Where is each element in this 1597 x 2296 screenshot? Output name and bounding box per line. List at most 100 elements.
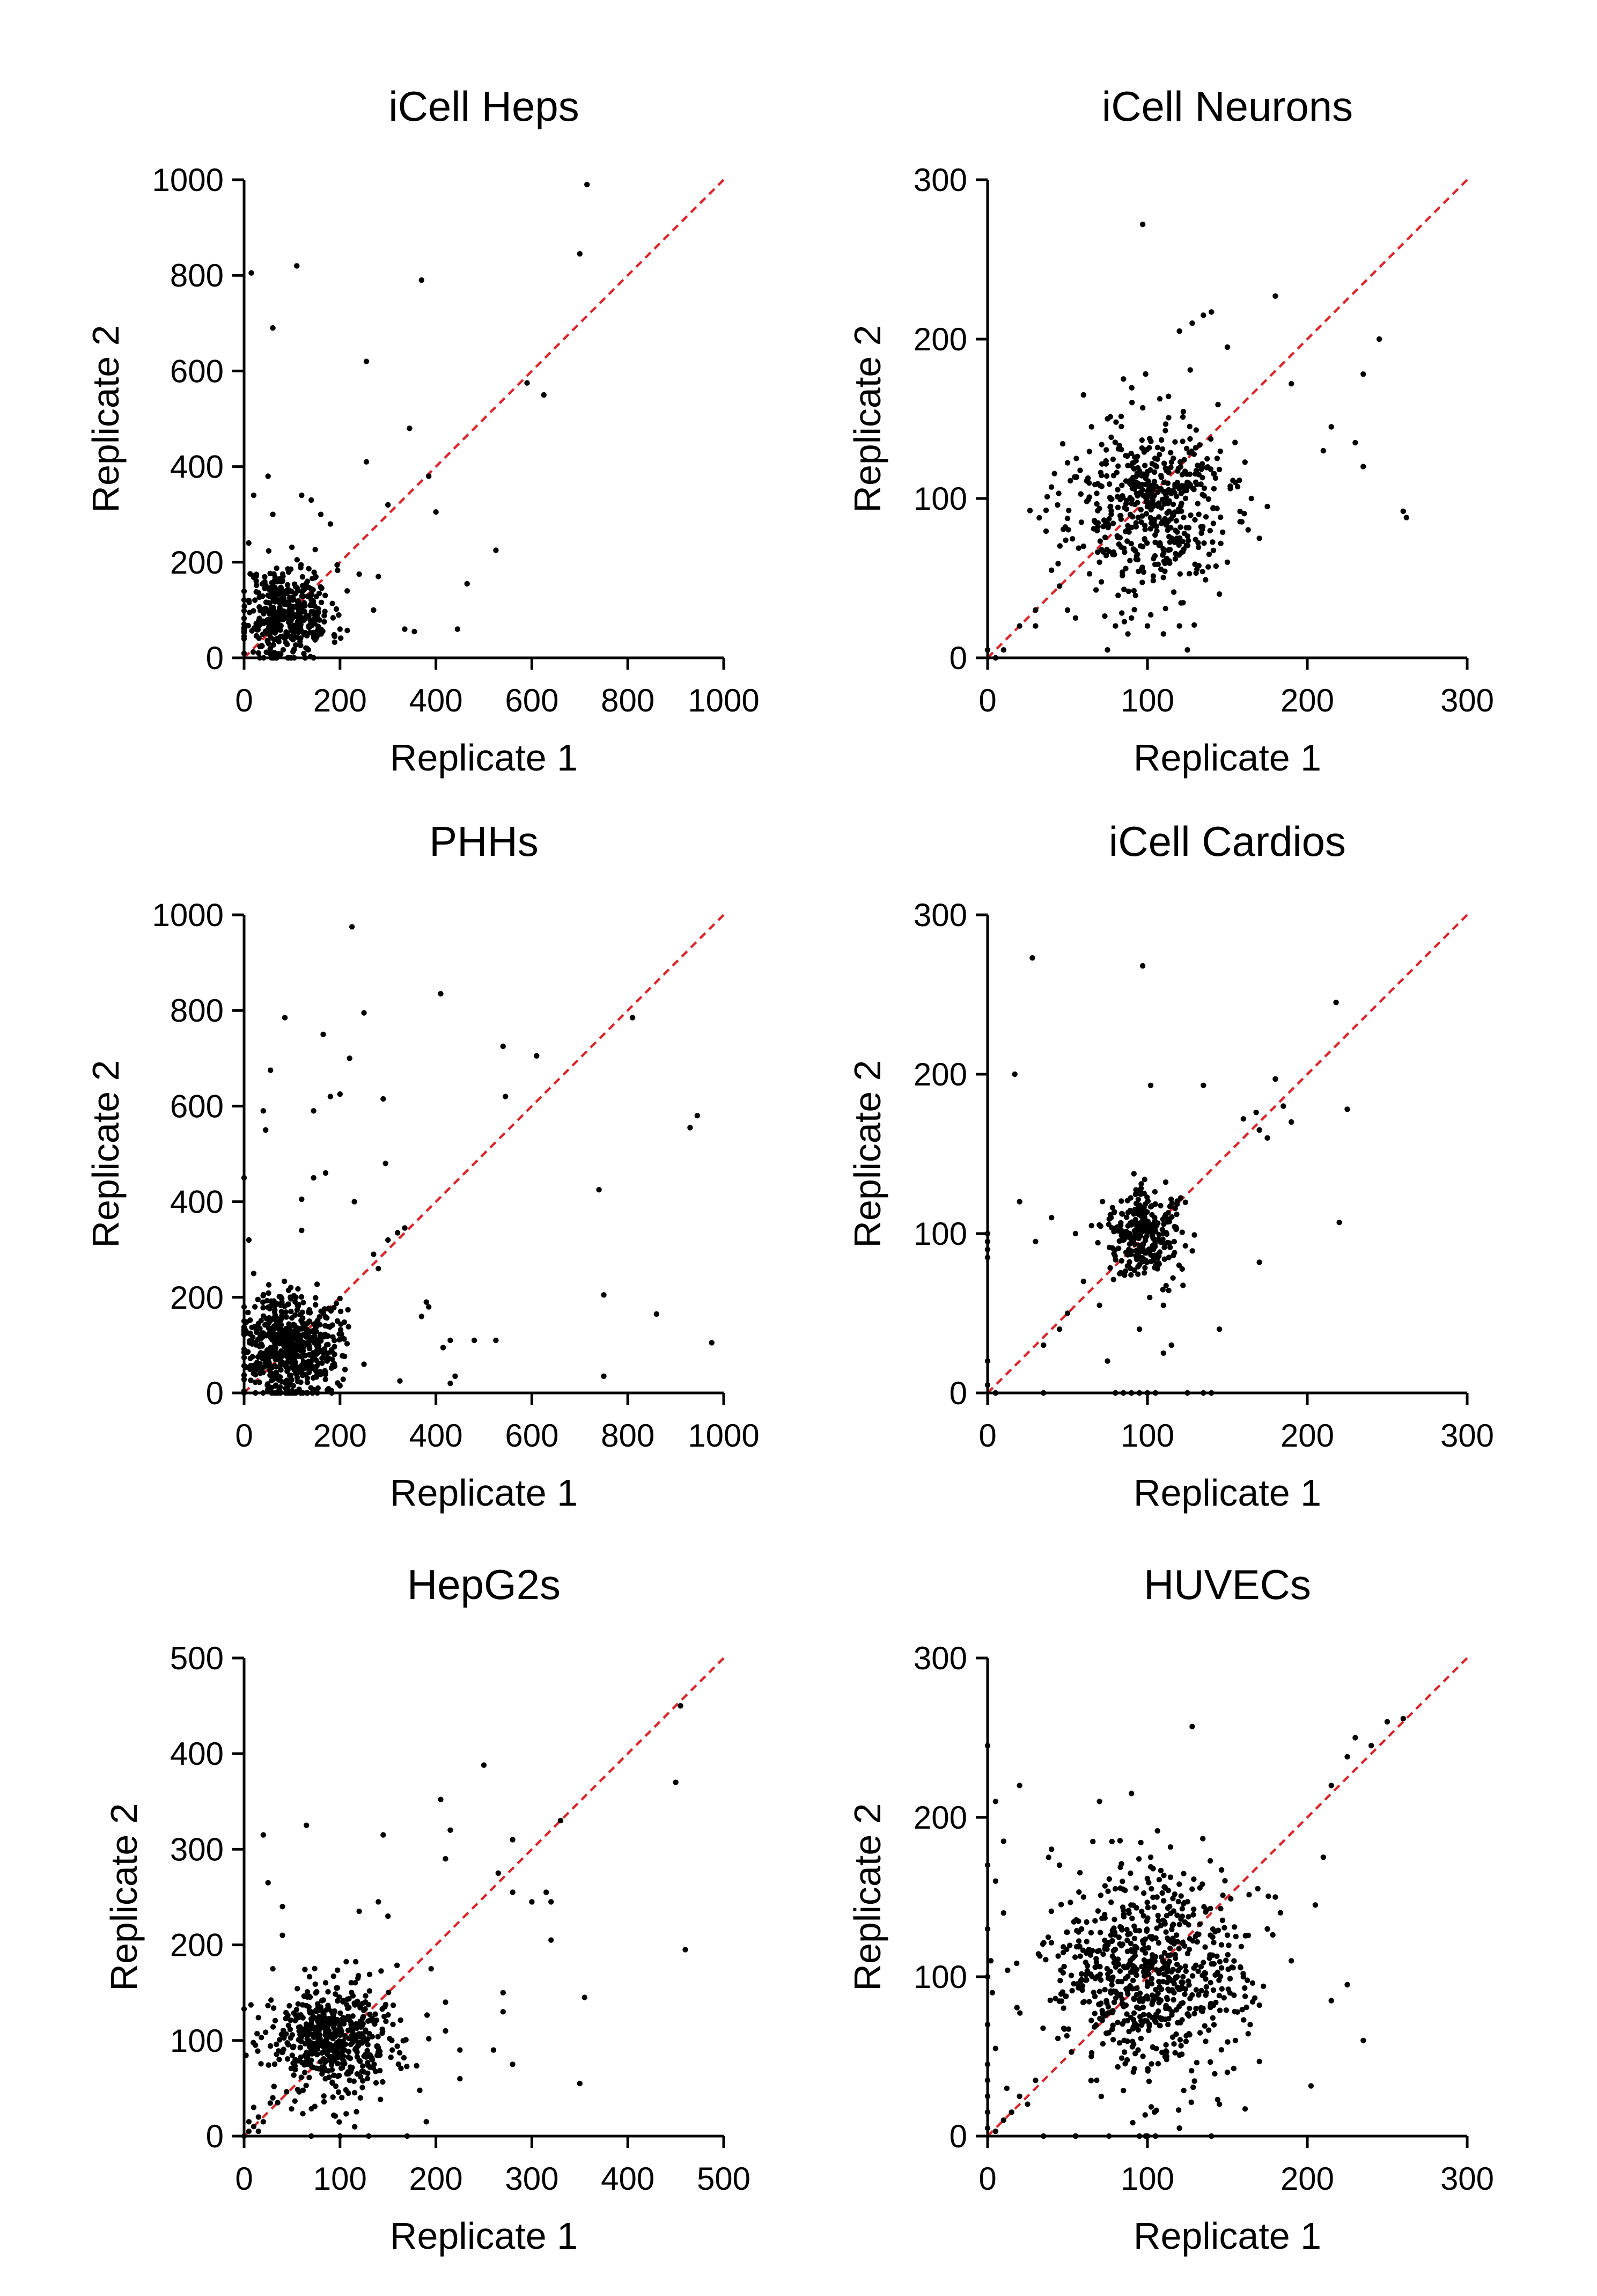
data-point	[341, 2048, 347, 2053]
data-point	[1005, 1967, 1011, 1974]
data-point	[1163, 522, 1169, 528]
data-point	[1097, 538, 1103, 544]
data-point	[311, 620, 317, 626]
data-point	[1014, 2005, 1020, 2011]
data-point	[1143, 481, 1149, 488]
data-point	[1107, 1212, 1114, 1217]
data-point	[1130, 1963, 1136, 1969]
data-point	[1218, 540, 1224, 546]
data-point	[1076, 1889, 1082, 1895]
data-point	[338, 635, 344, 641]
data-point	[1088, 2053, 1094, 2059]
data-point	[256, 594, 262, 600]
data-point	[1147, 467, 1153, 473]
data-point	[1232, 1924, 1238, 1930]
data-point	[1167, 539, 1173, 545]
data-point	[383, 2018, 389, 2024]
data-point	[306, 1346, 312, 1352]
data-point	[541, 392, 547, 398]
data-point	[345, 2070, 351, 2076]
data-point	[1105, 416, 1110, 422]
data-point	[346, 1996, 352, 2002]
data-point	[325, 2002, 331, 2008]
data-point	[311, 1339, 317, 1346]
data-point	[289, 2052, 295, 2058]
data-point	[1221, 1925, 1227, 1931]
data-point	[292, 2098, 298, 2104]
data-point	[1186, 571, 1193, 577]
data-point	[313, 2040, 319, 2046]
data-point	[1148, 2104, 1154, 2110]
data-point	[266, 1361, 272, 1368]
data-point	[335, 1967, 341, 1973]
data-point	[1076, 1929, 1081, 1935]
data-point	[1158, 1202, 1164, 1209]
data-point	[386, 1990, 392, 1996]
data-point	[1220, 1892, 1226, 1898]
data-point	[249, 1339, 255, 1345]
data-point	[1167, 1945, 1173, 1952]
data-point	[1093, 1956, 1099, 1962]
data-point	[1138, 2035, 1144, 2042]
data-point	[1100, 1951, 1106, 1957]
data-point	[1231, 1992, 1237, 1998]
data-point	[1242, 1985, 1248, 1991]
data-point	[1110, 456, 1116, 463]
y-axis-label: Replicate 2	[847, 325, 888, 512]
data-point	[1040, 2025, 1046, 2031]
data-point	[1232, 439, 1238, 445]
data-point	[1140, 1205, 1147, 1211]
data-point	[1084, 1977, 1090, 1983]
data-point	[1107, 481, 1113, 487]
data-point	[353, 2045, 359, 2051]
data-point	[426, 1304, 432, 1310]
data-point	[1201, 485, 1208, 492]
data-point	[301, 2070, 308, 2075]
data-point	[339, 2095, 345, 2101]
data-point	[1076, 1938, 1082, 1944]
data-point	[365, 2018, 371, 2024]
data-point	[1118, 1258, 1124, 1264]
data-point	[278, 1316, 284, 1322]
data-point	[311, 1175, 317, 1181]
data-point	[1131, 607, 1137, 613]
data-point	[1328, 424, 1334, 430]
data-point	[1152, 553, 1158, 559]
x-tick-label: 100	[1121, 683, 1174, 718]
data-point	[394, 2043, 400, 2049]
data-point	[1158, 473, 1164, 479]
data-point	[1096, 1302, 1102, 1308]
data-point	[1256, 1127, 1262, 1133]
data-point	[294, 557, 300, 563]
data-point	[1112, 1946, 1118, 1953]
data-point	[1106, 523, 1112, 529]
data-point	[308, 497, 314, 503]
data-point	[1174, 1198, 1180, 1204]
data-point	[1189, 320, 1195, 326]
data-point	[295, 1286, 301, 1292]
data-point	[336, 2073, 342, 2079]
x-tick-label: 200	[1280, 2161, 1334, 2197]
data-point	[274, 578, 280, 585]
data-point	[332, 639, 337, 645]
data-point	[264, 1387, 271, 1393]
data-point	[346, 2005, 352, 2011]
data-point	[1344, 1106, 1350, 1112]
scatter-points	[984, 1715, 1406, 2139]
data-point	[1161, 1256, 1167, 1262]
data-point	[1208, 1932, 1213, 1938]
data-point	[1245, 1932, 1252, 1939]
data-point	[1121, 545, 1127, 552]
data-point	[290, 625, 297, 630]
data-point	[596, 1187, 602, 1193]
data-point	[290, 637, 296, 643]
data-point	[1232, 2037, 1239, 2043]
data-point	[1203, 2038, 1209, 2044]
data-point	[1270, 1932, 1276, 1938]
data-point	[356, 571, 362, 577]
data-point	[1160, 1287, 1166, 1293]
data-point	[292, 1299, 298, 1305]
data-point	[295, 1325, 301, 1331]
data-point	[1171, 1990, 1177, 1996]
data-point	[284, 2056, 291, 2062]
